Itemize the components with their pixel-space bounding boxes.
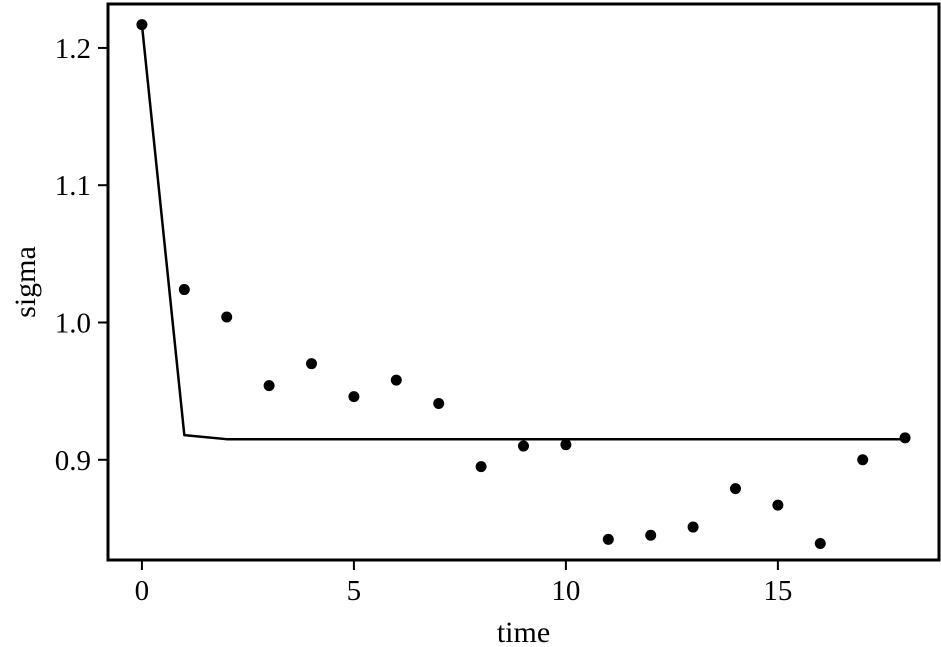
x-axis-label: time [497, 616, 550, 647]
data-point [306, 358, 318, 370]
plot-frame [106, 2, 941, 562]
y-tick-label: 1.0 [55, 307, 91, 339]
data-point [857, 454, 869, 466]
data-point [348, 391, 360, 403]
data-points-layer [136, 19, 911, 550]
data-point [645, 529, 657, 541]
data-point [729, 483, 741, 495]
x-tick-label: 10 [551, 575, 580, 607]
x-axis-ticks: 0 5 10 15 [135, 560, 792, 607]
x-tick-label: 15 [763, 575, 792, 607]
x-tick-label: 0 [135, 575, 150, 607]
data-point [518, 440, 529, 452]
fitted-line-layer [140, 24, 906, 441]
data-point [687, 521, 699, 533]
data-point [433, 397, 445, 409]
y-axis-ticks: 0.9 1.0 1.1 1.2 [55, 33, 108, 477]
data-point [136, 19, 148, 31]
y-tick-label: 1.1 [55, 170, 91, 202]
data-point [602, 533, 614, 545]
data-point [560, 439, 572, 451]
data-point [899, 432, 911, 444]
data-point [263, 380, 275, 392]
y-axis-label: sigma [9, 246, 42, 318]
y-tick-label: 1.2 [55, 33, 91, 65]
data-point [814, 538, 826, 550]
data-point [475, 461, 487, 473]
x-tick-label: 5 [347, 575, 362, 607]
data-point [390, 374, 402, 386]
fitted-line-1 [140, 24, 906, 441]
data-point [221, 311, 233, 323]
y-tick-label: 0.9 [55, 445, 91, 477]
data-point [772, 499, 784, 511]
data-point [178, 284, 190, 296]
